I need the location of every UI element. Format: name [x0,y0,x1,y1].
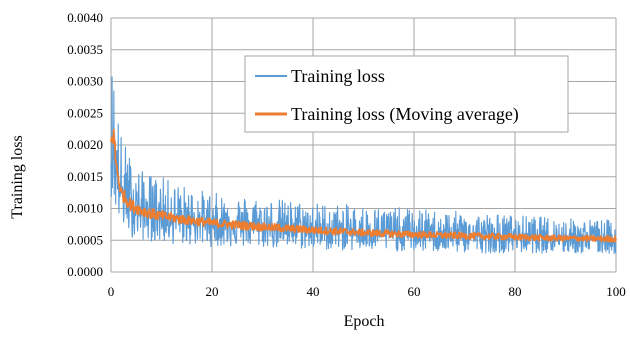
y-tick-label: 0.0030 [67,74,103,89]
x-axis-label: Epoch [344,313,385,330]
x-tick-label: 60 [408,284,421,299]
legend-label: Training loss (Moving average) [291,104,519,125]
x-tick-label: 20 [206,284,219,299]
series-line-moving-average [110,128,617,243]
legend: Training loss Training loss (Moving avera… [244,55,569,133]
x-tick-label: 100 [606,284,626,299]
plot-series [110,76,617,255]
y-axis-label: Training loss [9,135,26,218]
x-tick-label: 40 [307,284,320,299]
x-tick-label: 0 [108,284,115,299]
legend-label: Training loss [291,66,385,86]
y-tick-label: 0.0015 [67,169,103,184]
y-tick-label: 0.0035 [67,42,103,57]
y-tick-label: 0.0025 [67,105,103,120]
y-tick-label: 0.0005 [67,232,103,247]
y-tick-label: 0.0010 [67,201,103,216]
axes: 0.0000 0.0005 0.0010 0.0015 0.0020 0.0025 0.00… [67,10,626,299]
y-tick-label: 0.0020 [67,137,103,152]
x-tick-label: 80 [509,284,522,299]
y-tick-label: 0.0000 [67,264,103,279]
legend-box [244,55,569,133]
y-tick-label: 0.0040 [67,10,103,25]
